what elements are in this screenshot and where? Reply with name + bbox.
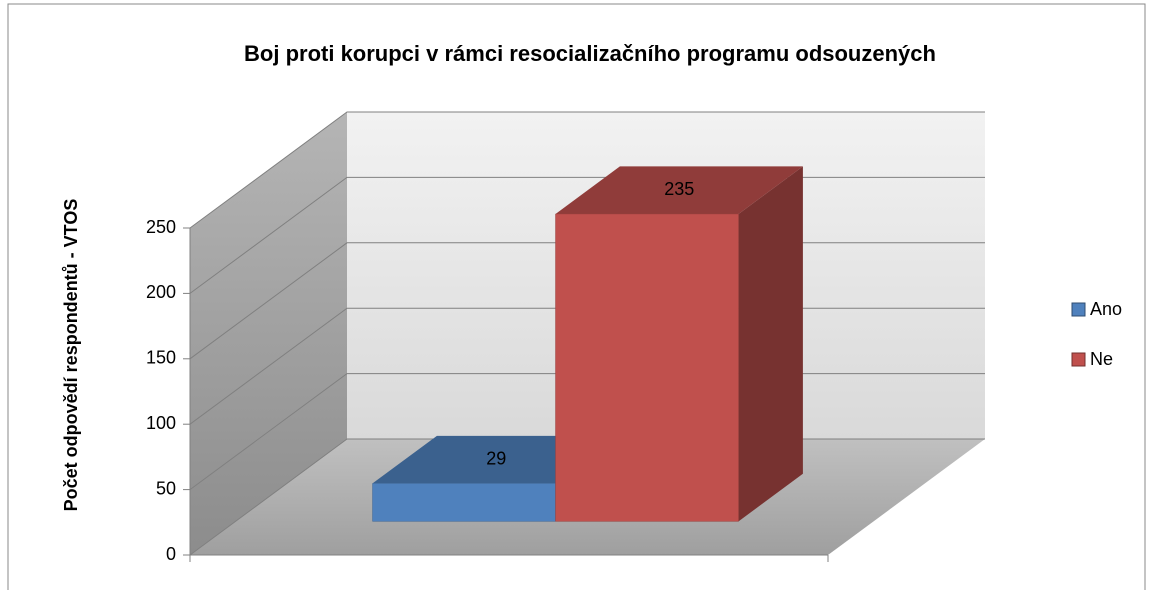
legend-swatch (1071, 352, 1086, 367)
y-tick-label: 150 (146, 348, 176, 368)
legend-swatch (1071, 302, 1086, 317)
legend-label: Ne (1090, 349, 1113, 369)
bar (555, 166, 803, 522)
y-tick-label: 200 (146, 282, 176, 302)
grid-line (189, 111, 985, 229)
side-wall (190, 112, 347, 555)
legend-label: Ano (1090, 299, 1122, 319)
y-tick-label: 0 (166, 544, 176, 564)
data-label: 29 (486, 448, 506, 468)
bar-front (555, 213, 739, 522)
y-tick-label: 100 (146, 413, 176, 433)
y-axis-label: Počet odpovědí respondentů - VTOS (61, 199, 81, 512)
bar-top (555, 166, 803, 214)
y-tick-label: 250 (146, 217, 176, 237)
bar-side (738, 166, 803, 522)
bar-front (372, 483, 556, 522)
y-tick-label: 50 (156, 478, 176, 498)
data-label: 235 (664, 179, 694, 199)
chart-title: Boj proti korupci v rámci resocializační… (244, 41, 936, 66)
